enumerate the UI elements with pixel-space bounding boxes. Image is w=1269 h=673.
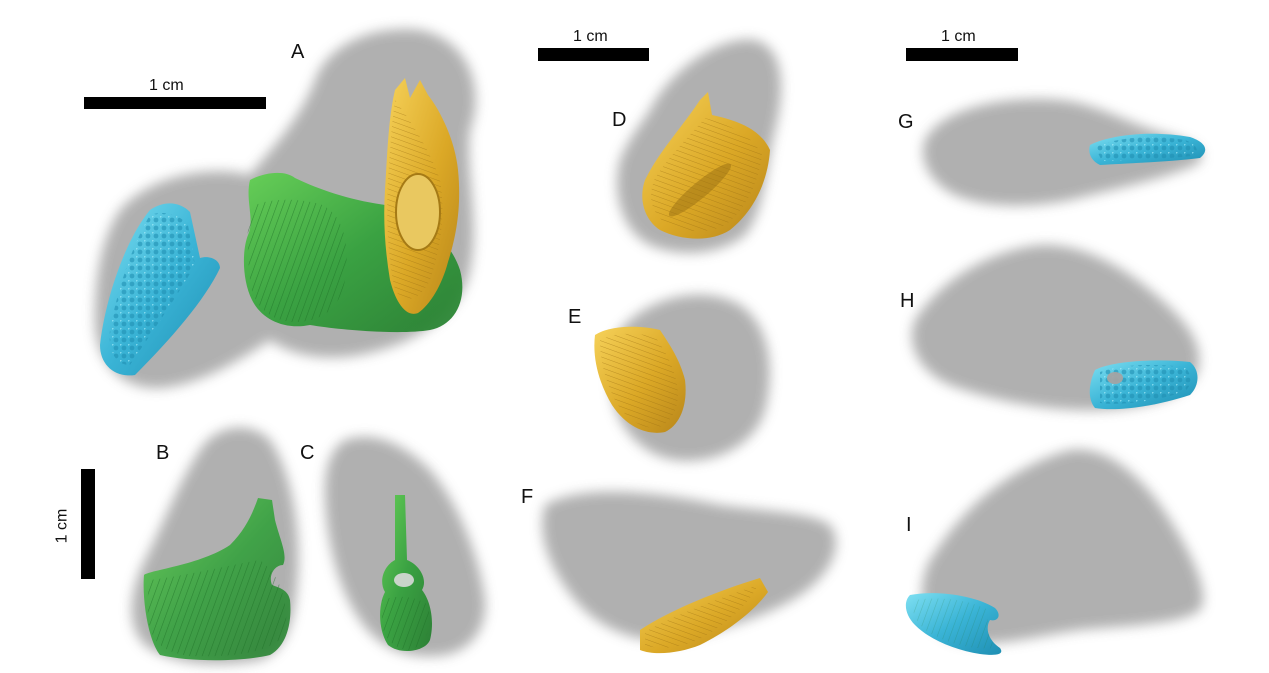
scale-bar-bc (81, 469, 95, 579)
panel-h-specimen (911, 244, 1200, 411)
panel-label-i: I (906, 514, 912, 536)
scale-label-ghi: 1 cm (941, 28, 976, 45)
panel-e-gold-bone-texture (600, 333, 678, 428)
panel-label-c: C (300, 442, 315, 464)
panel-label-b: B (156, 442, 170, 464)
panel-f-shadow (542, 491, 836, 641)
panel-b-specimen (131, 427, 299, 665)
panel-i-blue-bone-texture (913, 598, 996, 649)
scale-bar-ghi (906, 48, 1018, 61)
panel-c-specimen (325, 436, 486, 657)
scale-bar-def (538, 48, 649, 61)
panel-label-f: F (521, 486, 534, 508)
panel-c-foramen (394, 573, 414, 587)
panel-h-blue-bone-texture (1100, 364, 1191, 404)
panel-a-green-bone-texture (247, 199, 347, 322)
panel-h-notch (1107, 372, 1123, 384)
panel-c-green-bone-texture (382, 596, 430, 650)
scale-label-def: 1 cm (573, 28, 608, 45)
panel-label-a: A (291, 41, 305, 63)
panel-f-gold-bone-texture (645, 585, 758, 648)
panel-label-e: E (568, 306, 582, 328)
panel-a-blue-bone-texture (109, 213, 195, 365)
panel-label-h: H (900, 290, 915, 312)
panel-a-gold-foramen (395, 173, 441, 251)
panel-i-specimen (905, 449, 1204, 655)
panel-label-g: G (898, 111, 914, 133)
panel-e-specimen (594, 294, 770, 461)
panel-d-specimen (617, 39, 781, 253)
panel-f-specimen (542, 491, 836, 654)
scale-label-bc: 1 cm (53, 508, 71, 544)
panel-d-groove (668, 163, 732, 217)
panel-a-specimen (95, 29, 476, 389)
panel-label-d: D (612, 109, 627, 131)
panel-g-blue-bone-texture (1095, 137, 1197, 161)
scale-bar-a (84, 97, 266, 109)
panel-g-shadow (923, 99, 1202, 206)
scale-label-a: 1 cm (149, 77, 184, 94)
panel-g-specimen (923, 99, 1206, 206)
panel-i-shadow (922, 449, 1204, 644)
panel-b-green-bone-texture (147, 560, 287, 657)
